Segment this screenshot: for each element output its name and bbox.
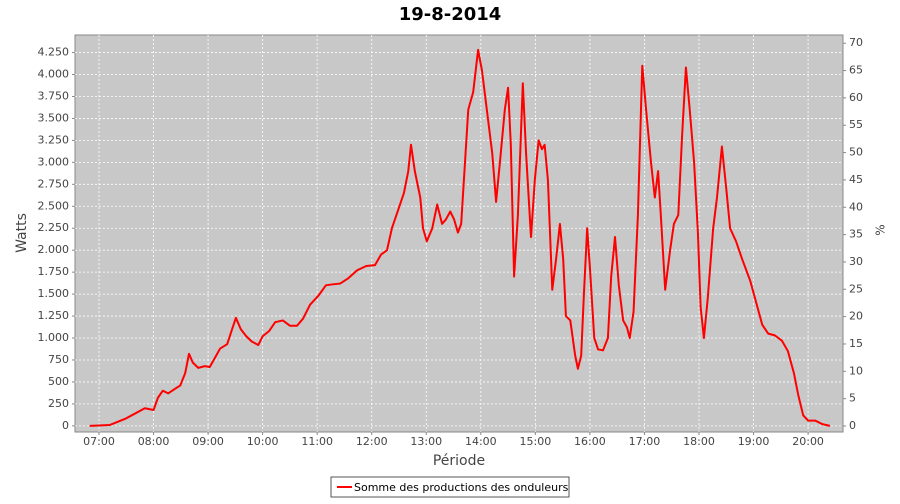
x-tick-label: 07:00 — [83, 435, 115, 448]
x-tick-label: 11:00 — [301, 435, 333, 448]
x-tick-label: 09:00 — [192, 435, 224, 448]
x-tick-label: 10:00 — [247, 435, 279, 448]
y-tick-label: 1.500 — [38, 287, 70, 300]
y-tick-label: 750 — [48, 353, 69, 366]
y-tick-label: 2.750 — [38, 177, 70, 190]
x-tick-label: 20:00 — [792, 435, 824, 448]
x-tick-label: 19:00 — [738, 435, 770, 448]
y-tick-label: 3.000 — [38, 155, 70, 168]
y-tick-label: 500 — [48, 375, 69, 388]
y-tick-label: 1.250 — [38, 309, 70, 322]
y2-tick-label: 20 — [849, 310, 863, 323]
chart-title: 19-8-2014 — [399, 4, 502, 25]
line — [89, 48, 831, 427]
x-tick-label: 08:00 — [138, 435, 170, 448]
y-tick-label: 1.750 — [38, 265, 70, 278]
axes: 02505007501.0001.2501.5001.7502.0002.250… — [38, 36, 864, 448]
y2-tick-label: 70 — [849, 36, 863, 49]
x-tick-label: 15:00 — [520, 435, 552, 448]
y-tick-label: 4.000 — [38, 68, 70, 81]
y2-tick-label: 55 — [849, 118, 863, 131]
y2-axis-label: % — [874, 224, 888, 235]
y2-tick-label: 0 — [849, 419, 856, 432]
y2-tick-label: 25 — [849, 282, 863, 295]
y2-tick-label: 10 — [849, 364, 863, 377]
x-tick-label: 18:00 — [683, 435, 715, 448]
legend-label: Somme des productions des onduleurs — [354, 481, 569, 494]
y2-tick-label: 5 — [849, 392, 856, 405]
x-tick-label: 14:00 — [465, 435, 497, 448]
y2-tick-label: 50 — [849, 146, 863, 159]
y-tick-label: 2.500 — [38, 199, 70, 212]
y-tick-label: 3.500 — [38, 111, 70, 124]
y-tick-label: 3.250 — [38, 133, 70, 146]
x-tick-label: 16:00 — [574, 435, 606, 448]
y-tick-label: 3.750 — [38, 89, 70, 102]
y-tick-label: 2.000 — [38, 243, 70, 256]
x-axis-label: Période — [433, 453, 485, 469]
y-tick-label: 2.250 — [38, 221, 70, 234]
y2-tick-label: 65 — [849, 64, 863, 77]
legend — [330, 476, 570, 498]
y-axis-label: Watts — [14, 213, 30, 253]
y-tick-label: 4.250 — [38, 46, 70, 59]
y-tick-label: 1.000 — [38, 331, 70, 344]
y2-tick-label: 60 — [849, 91, 863, 104]
y2-tick-label: 45 — [849, 173, 863, 186]
y2-tick-label: 40 — [849, 200, 863, 213]
y2-tick-label: 15 — [849, 337, 863, 350]
y-tick-label: 250 — [48, 397, 69, 410]
y-tick-label: 0 — [62, 419, 69, 432]
x-tick-label: 17:00 — [629, 435, 661, 448]
y2-tick-label: 35 — [849, 228, 863, 241]
x-tick-label: 13:00 — [410, 435, 442, 448]
grid — [75, 35, 843, 432]
y2-tick-label: 30 — [849, 255, 863, 268]
plot-area — [74, 34, 844, 433]
x-tick-label: 12:00 — [356, 435, 388, 448]
